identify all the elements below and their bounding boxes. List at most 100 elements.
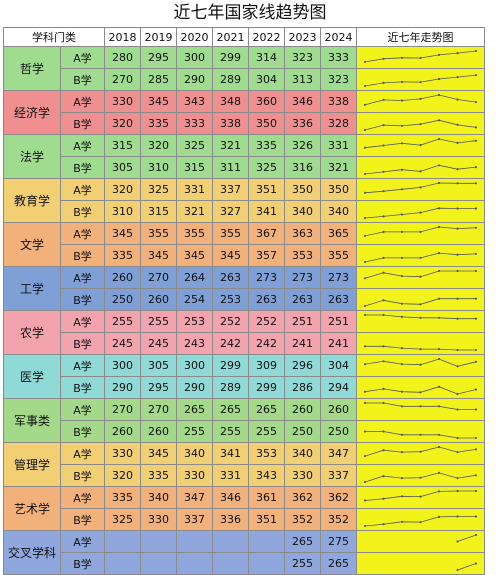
score-cell: 260 (104, 420, 141, 443)
header-year: 2018 (104, 27, 141, 47)
trend-cell (356, 376, 485, 399)
sparkline-point (437, 225, 441, 229)
sparkline-point (456, 52, 459, 55)
sparkline-point (456, 141, 459, 144)
sparkline-point (437, 515, 441, 518)
sparkline (363, 297, 478, 308)
table-row: 哲学 A学 280 295 300 299 314 323 333 (3, 46, 485, 91)
sparkline-point (437, 93, 441, 97)
sparkline-point (400, 230, 404, 233)
sparkline-point (474, 182, 478, 185)
line-label-cell: A学 (60, 222, 105, 245)
sparkline-point (437, 433, 441, 436)
table-row: 医学 A学 300 305 300 299 309 296 304 (3, 354, 485, 399)
score-cell: 347 (176, 486, 213, 509)
sparkline-point (456, 365, 459, 368)
score-cell: 299 (248, 376, 285, 399)
score-cell: 265 (320, 552, 357, 575)
score-cell: 353 (248, 442, 285, 465)
score-cell: 241 (320, 332, 357, 355)
sparkline-point (400, 405, 404, 408)
table-row: B学 335 345 345 345 357 353 355 (4, 244, 485, 267)
score-cell: 245 (140, 332, 177, 355)
table-row: 教育学 A学 320 325 331 337 351 350 350 (3, 178, 485, 223)
sparkline-point (363, 390, 367, 393)
table-row: B学 270 285 290 289 304 313 323 (4, 68, 485, 91)
score-cell: 252 (248, 310, 285, 333)
trend-sheet: 近七年国家线趋势图 学科门类 2018 2019 2020 2021 2022 … (3, 3, 485, 575)
score-table: 学科门类 2018 2019 2020 2021 2022 2023 2024 … (3, 27, 485, 575)
sparkline-point (400, 168, 404, 171)
trend-cell (356, 222, 485, 245)
sparkline-point (437, 348, 441, 351)
line-label-cell: B学 (60, 200, 105, 223)
table-row: 交叉学科 A学 265 275 (3, 530, 485, 575)
category-cell: 法学 (3, 134, 61, 179)
score-cell: 314 (248, 46, 285, 69)
score-cell: 263 (284, 288, 321, 311)
sparkline-point (382, 98, 385, 101)
trend-cell (356, 134, 485, 157)
sparkline-point (437, 471, 441, 474)
sparkline-point (437, 119, 441, 122)
score-cell: 315 (140, 200, 177, 223)
line-label-cell: A学 (60, 178, 105, 201)
score-cell: 290 (176, 376, 213, 399)
score-cell: 340 (284, 200, 321, 223)
score-cell: 352 (320, 508, 357, 531)
sparkline-point (456, 76, 459, 79)
sparkline-point (363, 172, 367, 176)
sparkline-point (474, 448, 478, 451)
sparkline-point (400, 495, 404, 498)
category-cell: 经济学 (3, 90, 61, 135)
sparkline-point (456, 477, 459, 480)
score-cell: 295 (140, 376, 177, 399)
sparkline-line (364, 74, 477, 87)
score-cell: 330 (284, 464, 321, 487)
table-row: 农学 A学 255 255 253 252 252 251 251 (3, 310, 485, 355)
header-year: 2021 (212, 27, 249, 47)
trend-cell (356, 46, 485, 69)
score-cell: 331 (176, 178, 213, 201)
trend-cell (356, 354, 485, 377)
sparkline-point (400, 477, 404, 480)
score-cell: 333 (176, 112, 213, 135)
score-cell: 343 (248, 464, 285, 487)
score-cell: 338 (212, 112, 249, 135)
sparkline-point (437, 316, 441, 319)
table-row: 军事类 A学 270 270 265 265 265 260 260 (3, 398, 485, 443)
sparkline-point (382, 124, 385, 127)
line-label-cell: A学 (60, 354, 105, 377)
sparkline-point (437, 490, 441, 493)
score-cell: 331 (320, 134, 357, 157)
category-cell: 工学 (3, 266, 61, 311)
sparkline (363, 252, 478, 264)
sparkline-point (456, 182, 459, 185)
score-cell: 270 (104, 68, 141, 91)
line-label-cell: B学 (60, 112, 105, 135)
score-cell: 335 (104, 244, 141, 267)
header-year: 2019 (140, 27, 177, 47)
sparkline-point (437, 405, 441, 408)
score-cell: 263 (248, 288, 285, 311)
score-cell: 299 (212, 46, 249, 69)
header-category: 学科门类 (3, 27, 105, 47)
sparkline-point (474, 269, 478, 273)
score-cell: 275 (320, 530, 357, 553)
sparkline (363, 207, 478, 220)
trend-cell (356, 200, 485, 223)
line-label-cell: B学 (60, 156, 105, 179)
sparkline-point (474, 489, 478, 493)
score-cell: 340 (284, 442, 321, 465)
score-cell: 355 (320, 244, 357, 267)
score-cell: 338 (320, 90, 357, 113)
score-cell: 321 (212, 134, 249, 157)
score-cell: 300 (176, 46, 213, 69)
sparkline-point (363, 234, 367, 237)
score-cell: 365 (320, 222, 357, 245)
score-cell: 330 (176, 464, 213, 487)
sparkline-point (382, 170, 385, 173)
score-cell (212, 530, 249, 553)
line-label-cell: A学 (60, 398, 105, 421)
line-label-cell: B学 (60, 376, 105, 399)
